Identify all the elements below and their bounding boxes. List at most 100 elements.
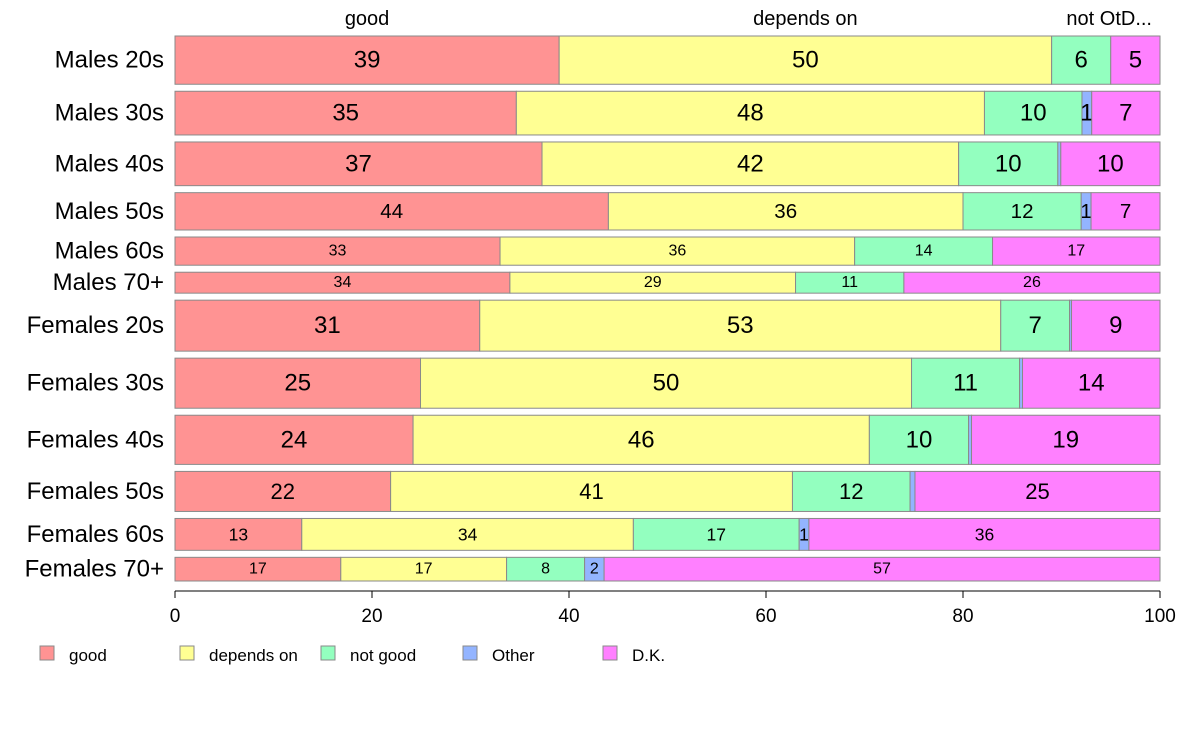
data-label: 12 — [839, 479, 864, 504]
bar-row: 17 17 8 2 57 — [174, 556, 1161, 582]
data-label: 35 — [332, 100, 359, 127]
legend-label: D.K. — [632, 646, 665, 665]
bar-row: 37 42 10 10 — [174, 141, 1161, 187]
data-label: 50 — [653, 370, 680, 397]
bar-segment — [558, 35, 1053, 85]
bar-segment — [992, 236, 1161, 266]
x-tick-label: 20 — [361, 606, 382, 627]
bar-row: 35 48 10 1 7 — [174, 90, 1161, 136]
legend-swatch — [602, 645, 618, 661]
data-label: 7 — [1120, 200, 1131, 223]
legend-swatch — [462, 645, 478, 661]
bar-row: 22 41 12 25 — [174, 470, 1161, 512]
data-label: 13 — [229, 524, 248, 544]
bar-segment — [1022, 357, 1161, 409]
bar-segment — [174, 141, 543, 187]
data-label: 25 — [1025, 479, 1050, 504]
bar-segment — [174, 517, 303, 551]
bar-row: 24 46 10 19 — [174, 414, 1161, 465]
bar-segment — [1071, 299, 1161, 352]
legend-swatch — [179, 645, 195, 661]
data-label: 37 — [345, 150, 372, 177]
data-label: 7 — [1119, 100, 1132, 127]
data-label: 1 — [799, 524, 809, 544]
data-label: 36 — [668, 243, 686, 260]
bar-segment — [1051, 35, 1112, 85]
bar-segment — [911, 357, 1021, 409]
category-label: Males 50s — [55, 198, 164, 225]
legend: good depends on not good Other D.K. — [39, 645, 665, 665]
data-label: 17 — [415, 561, 433, 578]
bar-segment — [903, 271, 1161, 294]
legend-item: not good — [320, 645, 416, 665]
bar-segment — [420, 357, 913, 409]
data-label: 24 — [281, 426, 308, 453]
data-label: 14 — [1078, 370, 1105, 397]
legend-item: Other — [462, 645, 535, 665]
bar-row: 25 50 11 14 — [174, 357, 1161, 409]
bar-segment — [791, 470, 911, 512]
category-labels: Males 20s Males 30s Males 40s Males 50s Male… — [25, 47, 164, 583]
data-label: 10 — [906, 426, 933, 453]
data-label: 10 — [1020, 100, 1047, 127]
category-label: Males 70+ — [53, 269, 164, 296]
legend-label: good — [69, 646, 107, 665]
data-label: 46 — [628, 426, 655, 453]
bar-row: 33 36 14 17 — [174, 236, 1161, 266]
data-label: 17 — [249, 561, 267, 578]
data-label: 10 — [995, 150, 1022, 177]
x-tick-label: 80 — [952, 606, 973, 627]
bar-segment — [174, 357, 422, 409]
top-labels: good depends on not OtD... — [345, 8, 1152, 30]
data-label: 11 — [953, 370, 978, 397]
bar-segment — [971, 414, 1161, 465]
x-tick-label: 60 — [755, 606, 776, 627]
data-label: 12 — [1011, 200, 1034, 223]
bar-segment — [1110, 35, 1161, 85]
bar-segment — [412, 414, 870, 465]
bar-segment — [499, 236, 856, 266]
category-label: Males 60s — [55, 238, 164, 265]
category-label: Males 40s — [55, 150, 164, 177]
data-label: 31 — [314, 312, 341, 339]
data-label: 26 — [1023, 274, 1041, 291]
bar-segment — [174, 470, 392, 512]
data-label: 10 — [1097, 150, 1124, 177]
data-label: 1 — [1080, 100, 1093, 127]
category-label: Females 50s — [27, 478, 164, 505]
legend-swatch — [39, 645, 55, 661]
data-label: 22 — [271, 479, 296, 504]
data-label: 41 — [579, 479, 604, 504]
bar-segment — [515, 90, 985, 136]
top-label: not OtD... — [1066, 8, 1152, 30]
data-label: 9 — [1109, 312, 1122, 339]
data-label: 17 — [707, 524, 726, 544]
bar-segment — [174, 414, 414, 465]
data-label: 6 — [1075, 47, 1088, 74]
bar-segment — [174, 90, 517, 136]
data-label: 5 — [1129, 47, 1142, 74]
bar-segment — [174, 35, 560, 85]
data-label: 34 — [458, 524, 478, 544]
top-label: depends on — [753, 8, 858, 30]
data-label: 25 — [284, 370, 311, 397]
bar-segment — [174, 192, 609, 231]
bar-segment — [174, 236, 501, 266]
data-label: 17 — [1067, 243, 1085, 260]
bar-segment — [909, 470, 916, 512]
data-label: 48 — [737, 100, 764, 127]
bar-segment — [174, 299, 481, 352]
bar-segment — [1090, 192, 1161, 231]
bar-segment — [854, 236, 994, 266]
data-label: 42 — [737, 150, 764, 177]
data-label: 11 — [841, 274, 858, 291]
data-label: 36 — [774, 200, 797, 223]
data-label: 14 — [915, 243, 933, 260]
bar-segment — [479, 299, 1002, 352]
top-label: good — [345, 8, 390, 30]
data-label: 39 — [354, 47, 381, 74]
legend-label: Other — [492, 646, 535, 665]
bar-segment — [983, 90, 1083, 136]
bar-segment — [390, 470, 793, 512]
